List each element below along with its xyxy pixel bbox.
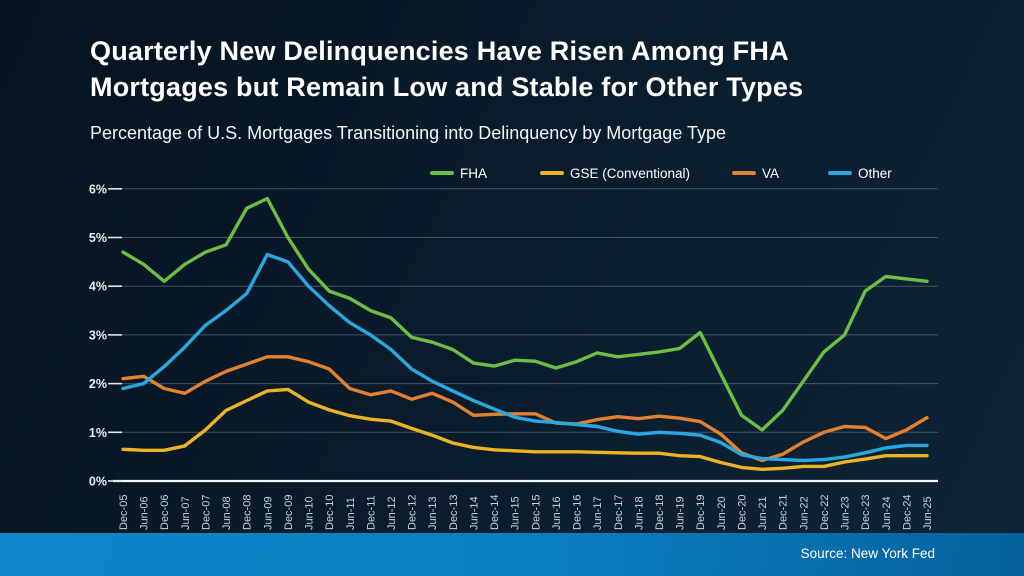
x-axis-label: Jun-10 bbox=[304, 496, 316, 530]
x-axis-label: Jun-07 bbox=[180, 496, 192, 530]
x-axis-label: Jun-15 bbox=[510, 496, 522, 530]
x-axis-label: Jun-06 bbox=[139, 496, 151, 530]
legend-item-fha: FHA bbox=[430, 163, 487, 183]
x-axis-label: Jun-19 bbox=[675, 496, 687, 530]
x-axis-label: Jun-20 bbox=[716, 496, 728, 530]
chart-legend: FHA GSE (Conventional) VA Other bbox=[0, 163, 1024, 183]
x-axis-label: Dec-20 bbox=[736, 495, 748, 530]
y-axis-label: 3% bbox=[89, 328, 107, 342]
x-axis-label: Dec-11 bbox=[365, 495, 377, 530]
x-axis-label: Dec-13 bbox=[448, 495, 460, 530]
x-axis-label: Jun-25 bbox=[922, 496, 934, 530]
y-axis-label: 1% bbox=[89, 426, 107, 440]
page-title: Quarterly New Delinquencies Have Risen A… bbox=[90, 34, 930, 105]
legend-item-va: VA bbox=[732, 163, 779, 183]
x-axis-label: Jun-21 bbox=[757, 496, 769, 530]
x-axis-label: Dec-16 bbox=[572, 495, 584, 530]
x-axis-label: Dec-19 bbox=[695, 495, 707, 530]
x-axis-label: Jun-09 bbox=[262, 496, 274, 530]
chart-subtitle: Percentage of U.S. Mortgages Transitioni… bbox=[90, 123, 727, 143]
x-axis-label: Dec-15 bbox=[530, 495, 542, 530]
source-credit: Source: New York Fed bbox=[800, 546, 935, 561]
legend-line-icon-other bbox=[828, 171, 852, 175]
title-line-2: Mortgages but Remain Low and Stable for … bbox=[90, 71, 804, 102]
x-axis-label: Dec-10 bbox=[324, 495, 336, 530]
legend-label: VA bbox=[762, 165, 780, 181]
x-axis-label: Dec-21 bbox=[778, 495, 790, 530]
x-axis-label: Jun-23 bbox=[840, 496, 852, 530]
x-axis-label: Dec-08 bbox=[242, 495, 254, 530]
x-axis-label: Dec-05 bbox=[118, 495, 130, 530]
y-axis-label: 5% bbox=[89, 231, 107, 245]
x-axis-label: Dec-12 bbox=[407, 495, 419, 530]
series-line-gse-conventional bbox=[121, 387, 929, 471]
x-axis-label: Dec-06 bbox=[159, 495, 171, 530]
x-axis-label: Dec-23 bbox=[860, 495, 872, 530]
legend-item-gse-conventional: GSE (Conventional) bbox=[540, 163, 690, 183]
y-axis-label: 6% bbox=[89, 182, 107, 196]
x-axis-label: Jun-16 bbox=[551, 496, 563, 530]
legend-label: Other bbox=[858, 165, 892, 181]
title-line-1: Quarterly New Delinquencies Have Risen A… bbox=[90, 36, 789, 66]
series-line-other bbox=[121, 252, 929, 463]
y-axis-label: 0% bbox=[89, 475, 107, 489]
legend-label: GSE (Conventional) bbox=[570, 165, 691, 181]
x-axis-label: Dec-17 bbox=[613, 495, 625, 530]
x-axis-label: Jun-14 bbox=[468, 496, 480, 530]
x-axis-label: Jun-08 bbox=[221, 496, 233, 530]
footer-bar: Source: New York Fed bbox=[0, 533, 1024, 576]
x-axis-label: Jun-11 bbox=[345, 497, 357, 530]
series-line-va bbox=[121, 355, 929, 463]
legend-label: FHA bbox=[460, 165, 487, 181]
legend-line-icon-fha bbox=[430, 171, 454, 175]
legend-line-icon-gse-conventional bbox=[540, 171, 564, 175]
y-axis-label: 2% bbox=[89, 377, 107, 391]
series-line-fha bbox=[121, 196, 929, 432]
x-axis-label: Jun-17 bbox=[592, 496, 604, 530]
x-axis-label: Dec-09 bbox=[283, 495, 295, 530]
legend-line-icon-va bbox=[732, 171, 756, 175]
x-axis-label: Dec-14 bbox=[489, 495, 501, 530]
legend-item-other: Other bbox=[828, 163, 892, 183]
x-axis-label: Jun-12 bbox=[386, 496, 398, 530]
x-axis-label: Jun-24 bbox=[881, 496, 893, 530]
x-axis-label: Dec-24 bbox=[901, 495, 913, 530]
x-axis-label: Dec-22 bbox=[819, 495, 831, 530]
x-axis-label: Dec-18 bbox=[654, 495, 666, 530]
x-axis-label: Dec-07 bbox=[200, 495, 212, 530]
x-axis-label: Jun-18 bbox=[633, 496, 645, 530]
x-axis-label: Jun-22 bbox=[798, 496, 810, 530]
y-axis-label: 4% bbox=[89, 280, 107, 294]
x-axis-label: Jun-13 bbox=[427, 496, 439, 530]
